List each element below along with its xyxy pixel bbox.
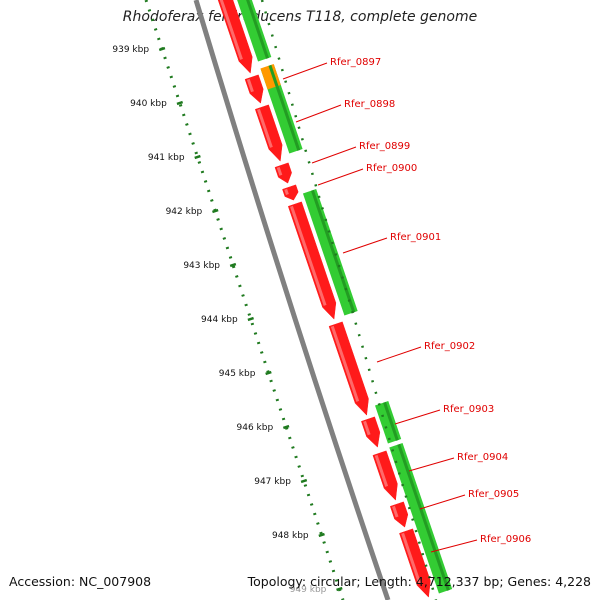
feature-track: [217, 0, 453, 598]
reverse-gene-block-edge: [383, 401, 399, 441]
scale-tick-mark: [282, 424, 290, 430]
forward-gene-arrow: [328, 321, 369, 416]
gene-label-leader: [419, 494, 466, 510]
scale-tick-mark: [336, 586, 343, 592]
forward-gene-arrow-shine: [276, 166, 283, 176]
forward-gene-arrow: [389, 501, 409, 528]
rna-gene-block-edge: [268, 64, 279, 87]
scale-tick-label: 944 kbp: [201, 315, 238, 325]
gene-label: Rfer_0904: [457, 452, 508, 463]
gene-label: Rfer_0903: [443, 404, 494, 415]
forward-gene-arrow: [274, 162, 292, 184]
forward-gene-arrow-shine: [290, 205, 327, 306]
forward-gene-arrow: [287, 201, 337, 320]
scale-tick-mark: [247, 316, 254, 322]
reverse-gene-block-edge: [397, 443, 450, 591]
scale-tick-mark: [158, 46, 166, 52]
forward-gene-arrow: [361, 416, 381, 448]
genome-summary: Topology: circular; Length: 4,712,337 bp…: [247, 574, 591, 589]
forward-gene-arrow-shine: [363, 420, 371, 436]
gene-label: Rfer_0899: [359, 141, 410, 152]
scale-tick-label: 941 kbp: [148, 153, 185, 163]
accession-text: Accession: NC_007908: [9, 574, 152, 589]
gene-label: Rfer_0902: [424, 341, 475, 352]
gene-label-leader: [311, 146, 357, 164]
gene-label-leader: [282, 62, 328, 80]
scale-tick-label: 942 kbp: [166, 207, 203, 217]
forward-gene-arrow-shine: [330, 325, 360, 402]
forward-gene-arrow-shine: [246, 78, 254, 93]
scale-tick-mark: [194, 154, 201, 160]
gene-label: Rfer_0898: [344, 99, 395, 110]
forward-gene-arrow-shine: [284, 188, 289, 196]
forward-gene-arrow: [244, 74, 264, 104]
gene-label-leader: [408, 457, 455, 472]
gene-label-leader: [317, 168, 364, 186]
gene-label-leader: [394, 409, 441, 425]
gene-labels: Rfer_0897 Rfer_0898 Rfer_0899 Rfer_0900 Rfer…: [282, 57, 531, 553]
backbone: [193, 0, 391, 600]
scale-tick-label: 943 kbp: [183, 261, 220, 271]
scale-tick-label: 945 kbp: [219, 369, 256, 379]
gene-label: Rfer_0905: [468, 489, 519, 500]
forward-gene-arrow: [254, 104, 283, 162]
reverse-gene-block-edge: [310, 189, 356, 313]
forward-gene-arrow-shine: [401, 532, 422, 584]
scale-dotted-line: [144, 0, 345, 600]
scale-tick-label: 939 kbp: [112, 45, 149, 55]
scale-tick-label: 949 kbp: [290, 585, 327, 595]
scale-tick-mark: [318, 532, 325, 538]
backbone-line: [193, 0, 391, 600]
forward-gene-arrow: [282, 184, 299, 201]
forward-gene-arrow: [217, 0, 253, 74]
scale-tick-mark: [300, 478, 308, 484]
gene-label: Rfer_0897: [330, 57, 381, 68]
forward-gene-arrow-shine: [374, 454, 389, 487]
forward-gene-arrow: [399, 528, 431, 598]
gene-label: Rfer_0901: [390, 232, 441, 243]
scale-tick-label: 947 kbp: [254, 477, 291, 487]
scale-tick-label: 940 kbp: [130, 99, 167, 109]
forward-gene-arrow-shine: [392, 505, 399, 518]
scale-tick-mark: [212, 208, 219, 214]
gene-label: Rfer_0906: [480, 534, 531, 545]
scale-tick-label: 948 kbp: [272, 531, 309, 541]
scale-tick-label: 946 kbp: [237, 423, 274, 433]
gene-label: Rfer_0900: [366, 163, 417, 174]
gene-label-leader: [295, 104, 342, 123]
gene-label-leader: [430, 539, 478, 553]
forward-gene-arrow: [372, 450, 398, 501]
scale-tick-mark: [176, 100, 184, 106]
outer-dotted-line: [260, 0, 438, 600]
scale-tick-mark: [229, 262, 237, 268]
scale-ring: 939 kbp 940 kbp 941 kbp 942 kbp 943 kbp 944 k…: [112, 0, 345, 600]
gene-label-leader: [342, 237, 388, 254]
map-title: Rhodoferax ferrireducens T118, complete …: [122, 9, 478, 25]
forward-gene-arrow-shine: [219, 0, 243, 60]
outer-dotted-ring: [260, 0, 438, 600]
gene-label-leader: [376, 346, 422, 363]
forward-gene-arrow-shine: [257, 108, 273, 148]
reverse-gene-block-edge: [246, 0, 269, 59]
scale-tick-mark: [265, 370, 272, 376]
